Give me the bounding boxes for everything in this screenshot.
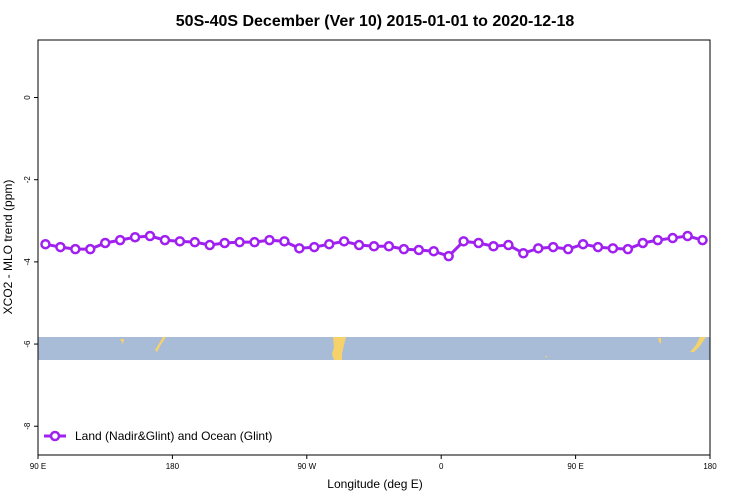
data-point	[353, 239, 365, 251]
y-tick-label: -8	[23, 422, 32, 430]
data-point	[413, 244, 425, 256]
map-strip	[38, 337, 710, 360]
data-point	[368, 241, 380, 252]
data-point	[85, 243, 96, 255]
data-point	[234, 236, 245, 248]
data-point	[204, 239, 215, 251]
data-point	[129, 231, 141, 243]
y-tick-label: 0	[23, 95, 32, 100]
x-tick-label: 180	[703, 462, 717, 471]
x-tick-label: 180	[166, 462, 180, 471]
y-tick-label: -4	[23, 258, 32, 266]
legend: Land (Nadir&Glint) and Ocean (Glint)	[44, 429, 272, 443]
data-point	[279, 236, 290, 247]
data-point	[607, 243, 619, 254]
data-point	[264, 234, 275, 246]
data-point	[473, 237, 484, 249]
data-point	[40, 238, 51, 250]
data-point	[622, 243, 634, 255]
data-point	[338, 236, 350, 247]
data-point	[323, 238, 335, 250]
y-tick-label: -2	[23, 176, 32, 184]
legend-marker	[49, 430, 61, 442]
data-point	[577, 238, 589, 250]
data-point	[592, 241, 604, 253]
data-point	[55, 241, 66, 253]
data-point	[144, 230, 156, 242]
data-point	[562, 243, 574, 255]
data-point	[637, 237, 649, 249]
x-tick-label: 90 E	[30, 462, 46, 471]
data-point	[219, 237, 230, 249]
data-point	[174, 236, 186, 247]
legend-label: Land (Nadir&Glint) and Ocean (Glint)	[75, 429, 272, 443]
data-point	[503, 239, 514, 251]
data-point	[533, 243, 544, 254]
y-tick-label: -6	[23, 340, 32, 348]
plot-frame	[37, 39, 711, 456]
data-point	[697, 234, 708, 246]
data-point	[294, 243, 305, 254]
data-point	[309, 241, 320, 253]
data-point	[398, 243, 410, 255]
x-tick-label: 90 W	[297, 462, 316, 471]
data-point	[159, 234, 171, 246]
x-tick-label: 0	[439, 462, 444, 471]
data-point	[652, 234, 663, 246]
data-point	[70, 243, 81, 255]
data-point	[458, 236, 469, 247]
chart-title: 50S-40S December (Ver 10) 2015-01-01 to …	[176, 13, 575, 30]
data-point	[667, 232, 678, 244]
data-point	[428, 245, 439, 257]
data-point	[488, 241, 499, 252]
data-point	[547, 241, 559, 253]
y-axis-label: XCO2 - MLO trend (ppm)	[1, 180, 15, 315]
data-point	[682, 230, 693, 242]
data-point	[518, 248, 529, 259]
x-axis-label: Longitude (deg E)	[327, 477, 422, 491]
data-point	[99, 237, 111, 249]
data-point	[114, 234, 126, 246]
data-point	[189, 236, 201, 248]
data-point	[443, 250, 454, 262]
x-tick-label: 90 E	[567, 462, 583, 471]
data-point	[249, 236, 260, 248]
data-point	[383, 241, 395, 252]
